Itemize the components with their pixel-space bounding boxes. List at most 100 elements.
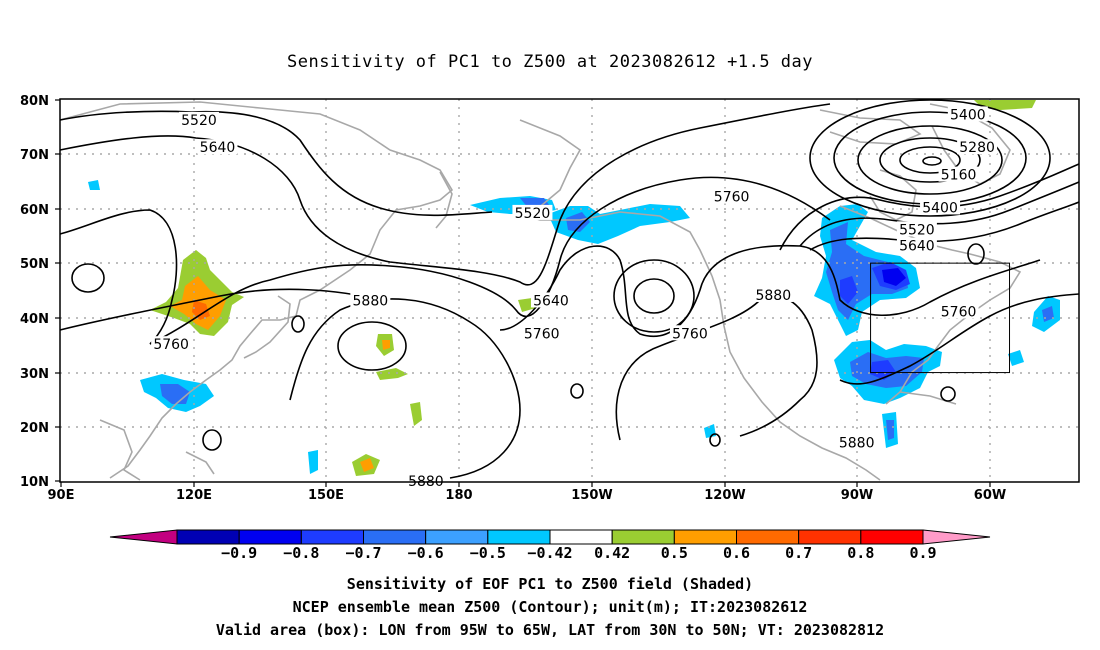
- colorbar-swatch: [487, 529, 551, 545]
- contour-closed-low-4: [899, 146, 961, 174]
- lon-label-90w: 90W: [841, 488, 873, 503]
- contour-label-bg: [669, 325, 710, 341]
- colorbar-label: −0.7: [345, 544, 381, 562]
- contour-label-bg: [512, 204, 553, 220]
- coastline-maritime: [185, 451, 215, 475]
- colorbar-swatch: [611, 529, 675, 545]
- footer-line-shading: Sensitivity of EOF PC1 to Z500 field (Sh…: [347, 575, 753, 593]
- contour-5640: [809, 201, 1080, 251]
- contour-label: 5880: [839, 436, 875, 452]
- colorbar-label: −0.42: [527, 544, 572, 562]
- coastline-hudson-bay: [869, 169, 917, 221]
- colorbar-label: 0.5: [661, 544, 688, 562]
- contour-label-bg: [350, 292, 391, 308]
- contour-label: 5520: [899, 222, 935, 238]
- shade-negative-north-america-peak: [882, 268, 906, 286]
- contour-closed-small-2: [202, 429, 222, 451]
- contour-label-bg: [920, 199, 961, 215]
- contour-closed-small-5: [940, 386, 956, 402]
- contour-label: 5760: [672, 326, 708, 342]
- contour-label: 5760: [524, 326, 560, 342]
- contour-label-bg: [896, 237, 937, 253]
- contour-5880-west: [59, 288, 381, 331]
- contour-5880-subtropical-high: [289, 298, 521, 479]
- contour-closed-low-2: [857, 125, 1003, 195]
- contour-label-bg: [938, 303, 979, 319]
- colorbar-swatch: [176, 529, 240, 545]
- shade-negative-tropical-pacific: [308, 450, 318, 474]
- colorbar-swatch: [300, 529, 365, 545]
- contour-label: 5760: [714, 189, 750, 205]
- colorbar-label: −0.5: [470, 544, 506, 562]
- contour-label-bg: [530, 292, 571, 308]
- contour-closed-small-6: [967, 243, 985, 265]
- shade-positive-tropical-pacific-core: [360, 458, 374, 472]
- lon-label-90e: 90E: [48, 488, 75, 503]
- contour-5520: [799, 181, 1080, 247]
- contour-closed-high-north-pacific: [613, 259, 695, 333]
- contour-label: 5880: [755, 288, 791, 304]
- lon-label-120w: 120W: [704, 488, 745, 503]
- contour-closed-low-outer: [809, 99, 1051, 217]
- colorbar-label: 0.9: [909, 544, 936, 562]
- contour-label-bg: [947, 106, 988, 122]
- shade-negative-small: [88, 180, 100, 190]
- figure-title: Sensitivity of PC1 to Z500 at 2023082612…: [287, 52, 813, 72]
- contour-label-bg: [957, 139, 998, 155]
- colorbar-label: 0.7: [785, 544, 812, 562]
- shade-positive-north-pacific-core: [382, 340, 390, 350]
- colorbar-swatch: [736, 529, 800, 545]
- shade-negative-gulf-of-alaska-core: [566, 212, 590, 232]
- contour-label: 5280: [959, 140, 995, 156]
- lat-label-10n: 10N: [20, 475, 49, 490]
- lat-label-50n: 50N: [20, 257, 49, 272]
- contour-label: 5640: [533, 293, 569, 309]
- contour-5520-west: [59, 110, 493, 217]
- contour-closed-small-3: [570, 383, 584, 399]
- contour-label-bg: [178, 111, 219, 127]
- coastline-kamchatka: [435, 171, 453, 229]
- colorbar-label: −0.8: [283, 544, 319, 562]
- contour-closed-high-north-pacific-inner: [633, 278, 675, 314]
- contour-label: 5520: [181, 113, 217, 129]
- colorbar-label: −0.9: [221, 544, 257, 562]
- colorbar-swatch: [798, 529, 862, 545]
- lon-label-60w: 60W: [974, 488, 1006, 503]
- colorbar-label: 0.42: [594, 544, 630, 562]
- colorbar-extend-max: [922, 529, 991, 545]
- contour-label-bg: [521, 325, 562, 341]
- lat-label-30n: 30N: [20, 367, 49, 382]
- shade-negative-great-lakes: [840, 276, 858, 304]
- contour-closed-low-dateline: [71, 263, 105, 293]
- colorbar-swatch: [238, 529, 302, 545]
- lon-label-150w: 150W: [571, 488, 612, 503]
- lat-label-20n: 20N: [20, 421, 49, 436]
- lat-label-70n: 70N: [20, 148, 49, 163]
- contour-label-bg: [836, 434, 877, 450]
- contour-label-bg: [938, 166, 979, 182]
- contour-label-bg: [405, 473, 446, 488]
- contour-5880-atlantic: [839, 293, 1080, 385]
- contour-label: 5640: [899, 239, 935, 255]
- contour-label: 5640: [200, 140, 236, 156]
- colorbar-swatch: [673, 529, 737, 545]
- lon-label-150e: 150E: [308, 488, 344, 503]
- colorbar-label: −0.6: [408, 544, 444, 562]
- contour-closed-small-4: [709, 433, 721, 447]
- latitude-axis: 80N 70N 60N 50N 40N 30N 20N 10N: [20, 94, 60, 490]
- coastline-japan: [243, 295, 291, 359]
- contour-label-bg: [197, 139, 238, 155]
- lat-label-80n: 80N: [20, 94, 49, 109]
- lon-label-120e: 120E: [176, 488, 212, 503]
- shade-positive-east-asia-peak: [192, 300, 210, 320]
- contour-label: 5400: [950, 107, 986, 123]
- lat-label-40n: 40N: [20, 312, 49, 327]
- contour-5760-west: [59, 176, 831, 345]
- contour-label: 5160: [941, 168, 977, 184]
- colorbar-swatch: [425, 529, 489, 545]
- shade-negative-caribbean-core: [886, 420, 894, 440]
- contour-label: 5880: [353, 293, 389, 309]
- contour-label: 5520: [515, 206, 551, 222]
- contour-closed-low-5: [922, 156, 942, 166]
